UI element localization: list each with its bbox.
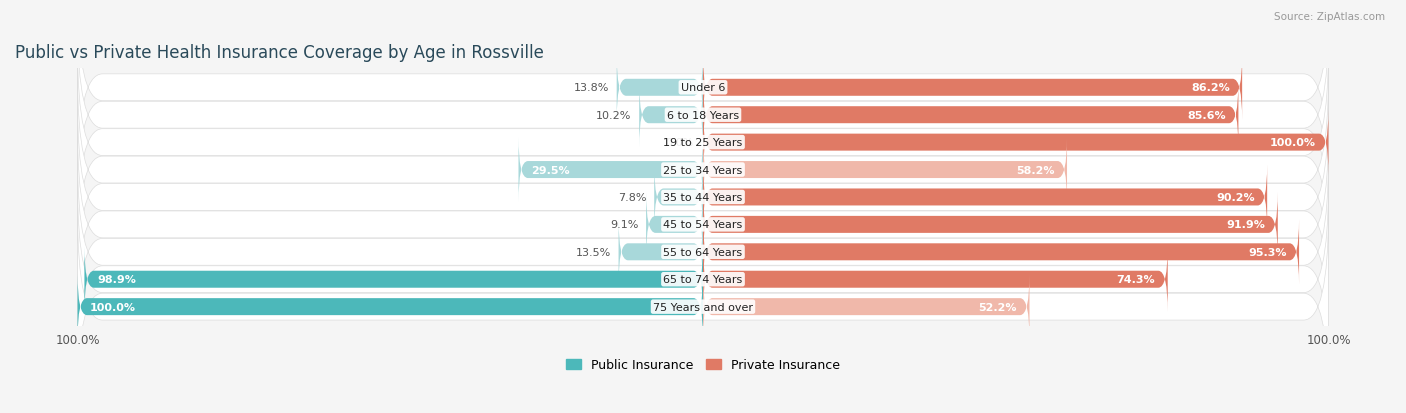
FancyBboxPatch shape — [77, 19, 1329, 211]
FancyBboxPatch shape — [77, 74, 1329, 266]
Text: 6 to 18 Years: 6 to 18 Years — [666, 110, 740, 121]
Text: 55 to 64 Years: 55 to 64 Years — [664, 247, 742, 257]
FancyBboxPatch shape — [703, 247, 1168, 312]
FancyBboxPatch shape — [77, 183, 1329, 375]
FancyBboxPatch shape — [703, 220, 1299, 285]
Text: 95.3%: 95.3% — [1249, 247, 1286, 257]
Text: Under 6: Under 6 — [681, 83, 725, 93]
FancyBboxPatch shape — [703, 138, 1067, 203]
FancyBboxPatch shape — [619, 220, 703, 285]
FancyBboxPatch shape — [703, 110, 1329, 176]
Text: 85.6%: 85.6% — [1187, 110, 1226, 121]
FancyBboxPatch shape — [519, 138, 703, 203]
FancyBboxPatch shape — [703, 55, 1241, 121]
FancyBboxPatch shape — [654, 165, 703, 230]
Text: Public vs Private Health Insurance Coverage by Age in Rossville: Public vs Private Health Insurance Cover… — [15, 44, 544, 62]
Text: 91.9%: 91.9% — [1226, 220, 1265, 230]
FancyBboxPatch shape — [703, 165, 1267, 230]
Text: 29.5%: 29.5% — [531, 165, 569, 175]
FancyBboxPatch shape — [77, 211, 1329, 403]
Text: 65 to 74 Years: 65 to 74 Years — [664, 275, 742, 285]
Text: 90.2%: 90.2% — [1216, 192, 1254, 202]
FancyBboxPatch shape — [77, 0, 1329, 184]
FancyBboxPatch shape — [703, 192, 1278, 257]
Legend: Public Insurance, Private Insurance: Public Insurance, Private Insurance — [561, 354, 845, 376]
Text: 100.0%: 100.0% — [90, 302, 136, 312]
FancyBboxPatch shape — [647, 192, 703, 257]
Text: 58.2%: 58.2% — [1017, 165, 1054, 175]
Text: 35 to 44 Years: 35 to 44 Years — [664, 192, 742, 202]
Text: 86.2%: 86.2% — [1191, 83, 1230, 93]
Text: 100.0%: 100.0% — [1270, 138, 1316, 148]
Text: 25 to 34 Years: 25 to 34 Years — [664, 165, 742, 175]
FancyBboxPatch shape — [703, 274, 1029, 339]
Text: 98.9%: 98.9% — [97, 275, 136, 285]
Text: 74.3%: 74.3% — [1116, 275, 1156, 285]
FancyBboxPatch shape — [640, 83, 703, 148]
FancyBboxPatch shape — [84, 247, 703, 312]
FancyBboxPatch shape — [77, 274, 703, 339]
FancyBboxPatch shape — [77, 102, 1329, 294]
Text: 10.2%: 10.2% — [596, 110, 631, 121]
Text: 75 Years and over: 75 Years and over — [652, 302, 754, 312]
Text: 9.1%: 9.1% — [610, 220, 638, 230]
FancyBboxPatch shape — [77, 47, 1329, 239]
Text: 0.0%: 0.0% — [665, 138, 693, 148]
FancyBboxPatch shape — [617, 55, 703, 121]
Text: 19 to 25 Years: 19 to 25 Years — [664, 138, 742, 148]
FancyBboxPatch shape — [77, 129, 1329, 321]
Text: 7.8%: 7.8% — [619, 192, 647, 202]
Text: 13.5%: 13.5% — [576, 247, 612, 257]
Text: Source: ZipAtlas.com: Source: ZipAtlas.com — [1274, 12, 1385, 22]
Text: 13.8%: 13.8% — [574, 83, 609, 93]
FancyBboxPatch shape — [703, 83, 1239, 148]
Text: 52.2%: 52.2% — [979, 302, 1017, 312]
FancyBboxPatch shape — [77, 156, 1329, 348]
Text: 45 to 54 Years: 45 to 54 Years — [664, 220, 742, 230]
